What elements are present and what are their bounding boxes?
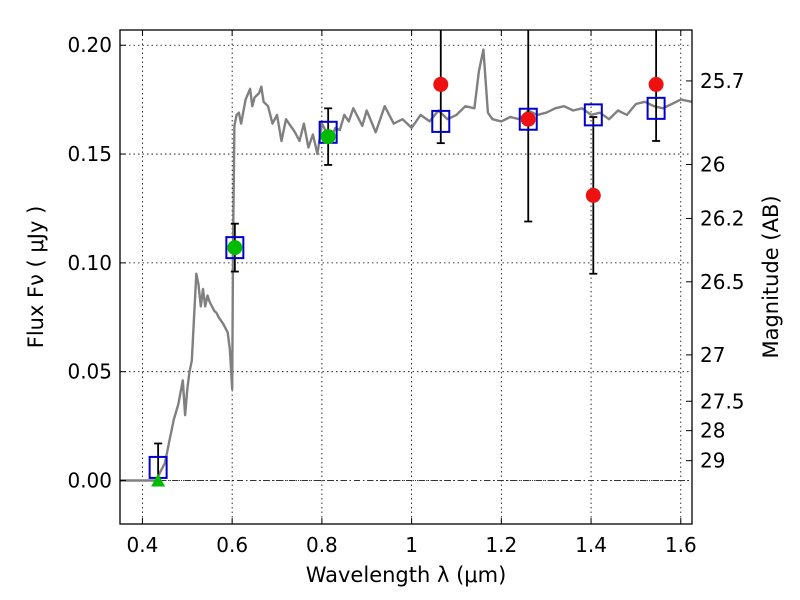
- x-tick-label: 0.4: [127, 533, 159, 557]
- axes-frame: [119, 29, 693, 525]
- x-tick-label: 0.8: [306, 533, 338, 557]
- x-axis-label: Wavelength λ (μm): [306, 563, 507, 587]
- mag-tick-label: 26.5: [700, 270, 745, 294]
- mag-tick-label: 26: [700, 152, 725, 176]
- x-tick-label: 1.2: [485, 533, 517, 557]
- mag-tick-label: 29: [700, 449, 725, 473]
- optical-detection-point: [320, 129, 336, 145]
- model-photometry-square: [518, 107, 538, 131]
- model-photometry-square: [431, 109, 451, 133]
- y-tick-label: 0.20: [67, 33, 112, 57]
- x-tick-label: 0.6: [216, 533, 248, 557]
- y-tick-label: 0.00: [67, 468, 112, 492]
- mag-tick-label: 26.2: [700, 206, 745, 230]
- ir-detection-point: [520, 111, 536, 127]
- x-tick-label: 1.4: [575, 533, 607, 557]
- y-tick-label: 0.05: [67, 360, 112, 384]
- y2-axis-label: Magnitude (AB): [759, 195, 783, 358]
- ir-detection-point: [585, 187, 601, 203]
- mag-tick-label: 28: [700, 419, 725, 443]
- optical-detection-point: [227, 240, 243, 256]
- ticks: 0.4 0.6 0.8 1 1.2 1.4 1.6 0.00 0.05 0.10 0.15 0.20 2…: [67, 30, 745, 557]
- upper-limit-triangle: [151, 473, 166, 487]
- model-photometry-square: [646, 96, 666, 120]
- y-axis-label: Flux Fν ( μJy ): [24, 206, 48, 349]
- x-tick-label: 1: [405, 533, 418, 557]
- y-tick-label: 0.15: [67, 142, 112, 166]
- mag-tick-label: 27.5: [700, 389, 745, 413]
- x-tick-label: 1.6: [665, 533, 697, 557]
- y-tick-label: 0.10: [67, 251, 112, 275]
- plot-area: [120, 30, 692, 487]
- mag-tick-label: 27: [700, 343, 725, 367]
- ir-detection-point: [433, 76, 449, 92]
- mag-tick-label: 25.7: [700, 69, 745, 93]
- model-photometry-square: [225, 236, 245, 260]
- model-photometry-square: [583, 103, 603, 127]
- ir-detection-point: [648, 76, 664, 92]
